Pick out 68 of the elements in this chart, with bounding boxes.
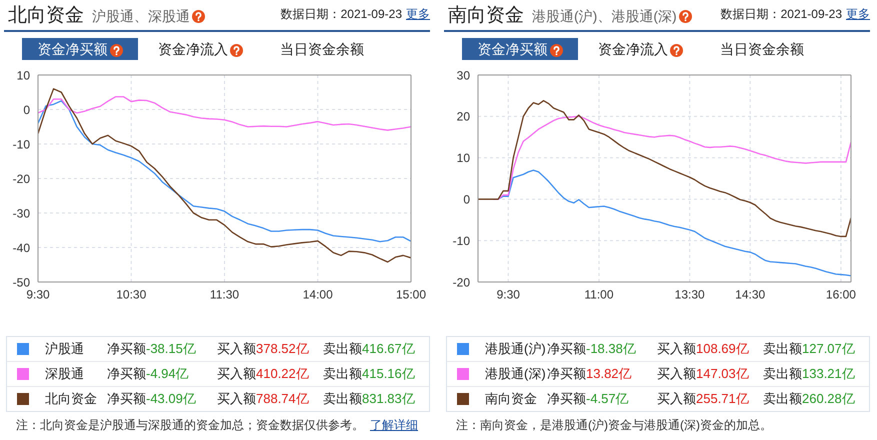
text: 更多	[846, 7, 870, 21]
text: 净买额-18.38亿	[547, 341, 636, 356]
text: 买入额378.52亿	[217, 341, 309, 356]
text: 买入额788.74亿	[217, 391, 309, 406]
y-tick-label: -10	[12, 137, 30, 152]
text: 资金净流入	[598, 40, 669, 59]
legend-label: 深股通	[45, 365, 84, 383]
y-tick-label: 0	[463, 192, 470, 206]
y-tick-label: 0	[23, 102, 30, 117]
y-tick-label: -10	[452, 234, 470, 248]
text: 净买额-38.15亿	[107, 341, 196, 356]
text: 卖出额415.16亿	[323, 366, 415, 381]
legend-label: 沪股通	[45, 340, 84, 358]
text: 净买额13.82亿	[547, 366, 632, 381]
text: 更多	[406, 7, 430, 21]
text: 注：北向资金是沪股通与深股通的资金加总；资金数据仅供参考。	[16, 418, 364, 432]
legend-label: 港股通(深)	[485, 365, 546, 383]
y-tick-label: -20	[12, 172, 30, 186]
x-tick-label: 15:00	[396, 288, 426, 302]
chart-subtitle: 港股通(沪)、港股通(深)	[532, 8, 677, 24]
x-tick-label: 11:00	[584, 288, 614, 302]
text: 卖出额133.21亿	[763, 366, 855, 381]
text: 卖出额831.83亿	[323, 391, 415, 406]
text: 了解详细	[370, 418, 418, 432]
chart-subtitle: 沪股通、深股通	[92, 8, 190, 24]
text: 净买额-43.09亿	[107, 391, 196, 406]
text: 当日资金余额	[720, 40, 804, 59]
x-tick-label: 9:30	[26, 288, 50, 302]
x-tick-label: 14:30	[735, 288, 766, 302]
x-tick-label: 14:00	[302, 288, 334, 302]
text: 卖出额127.07亿	[763, 341, 855, 356]
legend-label: 北向资金	[45, 390, 97, 408]
text: 数据日期：2021-09-23	[720, 7, 842, 21]
text: 当日资金余额	[280, 40, 364, 59]
text: 注：南向资金，是港股通(沪)资金与港股通(深)资金的加总。	[456, 418, 772, 432]
y-tick-label: -50	[12, 275, 30, 290]
legend-label: 港股通(沪)	[485, 340, 546, 358]
y-tick-label: 20	[456, 110, 470, 124]
text: 卖出额260.28亿	[763, 391, 855, 406]
text: 买入额147.03亿	[657, 366, 749, 381]
y-tick-label: 10	[16, 68, 30, 82]
chart-title: 南向资金	[448, 5, 524, 26]
text: 资金净买额	[22, 38, 138, 60]
text: 资金净流入	[158, 40, 229, 59]
line-series	[38, 96, 411, 131]
x-tick-label: 10:30	[116, 288, 147, 302]
line-series	[478, 100, 851, 238]
y-tick-label: -20	[452, 275, 470, 290]
text: 卖出额416.67亿	[323, 341, 415, 356]
text: 净买额-4.57亿	[547, 391, 629, 406]
y-tick-label: 30	[456, 68, 470, 82]
text: 买入额255.71亿	[657, 391, 749, 406]
text: 买入额410.22亿	[217, 366, 309, 381]
y-tick-label: -40	[12, 240, 30, 255]
legend-label: 南向资金	[485, 390, 537, 408]
text: 数据日期：2021-09-23	[280, 7, 402, 21]
x-tick-label: 13:30	[674, 288, 706, 302]
x-tick-label: 9:30	[496, 288, 520, 302]
chart-title: 北向资金	[8, 5, 84, 26]
text: 资金净买额	[462, 38, 578, 60]
x-tick-label: 11:30	[210, 288, 240, 302]
y-tick-label: 10	[456, 151, 470, 166]
x-tick-label: 16:00	[826, 288, 856, 302]
text: 净买额-4.94亿	[107, 366, 189, 381]
text: 买入额108.69亿	[657, 341, 749, 356]
y-tick-label: -30	[12, 206, 30, 220]
line-series	[38, 88, 411, 263]
line-series	[38, 100, 411, 242]
